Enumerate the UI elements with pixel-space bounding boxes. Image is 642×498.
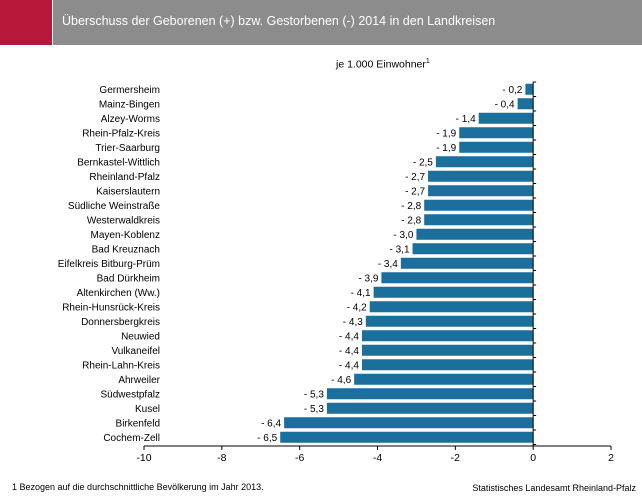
category-label: Vulkaneifel <box>111 346 160 357</box>
category-label: Trier-Saarburg <box>95 143 160 154</box>
category-label: Germersheim <box>99 85 160 96</box>
category-label: Birkenfeld <box>116 418 160 429</box>
category-label: Bad Dürkheim <box>97 273 160 284</box>
category-label: Mayen-Koblenz <box>91 230 160 241</box>
value-label: - 2,7 <box>405 172 425 183</box>
x-tick-label: -2 <box>451 452 460 464</box>
category-label: Bernkastel-Wittlich <box>77 157 160 168</box>
bar <box>361 330 534 342</box>
x-tick-label: -6 <box>295 452 304 464</box>
value-label: - 2,5 <box>413 157 433 168</box>
bar <box>435 156 534 168</box>
value-label: - 6,5 <box>257 433 277 444</box>
x-tick-label: 0 <box>530 452 536 464</box>
value-label: - 5,3 <box>304 389 324 400</box>
bar <box>354 373 534 385</box>
value-label: - 4,6 <box>331 375 351 386</box>
bar <box>280 431 534 443</box>
value-label: - 3,9 <box>358 273 378 284</box>
bar <box>326 388 534 400</box>
category-label: Rhein-Lahn-Kreis <box>82 360 160 371</box>
value-label: - 2,8 <box>401 201 421 212</box>
value-label: - 1,9 <box>436 128 456 139</box>
category-label: Altenkirchen (Ww.) <box>77 288 160 299</box>
bar <box>381 272 534 284</box>
category-label: Westerwaldkreis <box>87 215 160 226</box>
footnote: 1 Bezogen auf die durchschnittliche Bevö… <box>12 482 264 492</box>
bar <box>459 141 534 153</box>
bar <box>361 344 534 356</box>
bar <box>361 359 534 371</box>
value-label: - 0,4 <box>495 99 515 110</box>
bar <box>365 315 534 327</box>
bar <box>400 257 534 269</box>
bar <box>428 185 534 197</box>
category-label: Donnersbergkreis <box>81 317 160 328</box>
category-label: Rheinland-Pfalz <box>89 172 160 183</box>
x-tick-label: -10 <box>136 452 151 464</box>
category-label: Südliche Weinstraße <box>68 201 161 212</box>
value-label: - 4,4 <box>339 360 359 371</box>
bar <box>373 286 534 298</box>
value-label: - 3,1 <box>390 244 410 255</box>
bar <box>424 199 534 211</box>
category-label: Neuwied <box>121 331 160 342</box>
bar <box>428 170 534 182</box>
value-label: - 4,3 <box>343 317 363 328</box>
category-label: Südwestpfalz <box>101 389 160 400</box>
value-label: - 6,4 <box>261 418 281 429</box>
value-label: - 4,2 <box>347 302 367 313</box>
subtitle-text: je 1.000 Einwohner <box>336 58 426 71</box>
bar <box>424 214 534 226</box>
category-label: Kusel <box>135 404 160 415</box>
value-label: - 3,4 <box>378 259 398 270</box>
value-label: - 4,1 <box>351 288 371 299</box>
bar <box>517 98 534 110</box>
x-tick-label: -8 <box>217 452 226 464</box>
bar <box>284 417 534 429</box>
x-tick-label: -4 <box>373 452 382 464</box>
bar <box>369 301 534 313</box>
category-label: Bad Kreuznach <box>92 244 160 255</box>
category-label: Alzey-Worms <box>101 114 160 125</box>
source-credit: Statistisches Landesamt Rheinland-Pfalz <box>472 483 636 493</box>
value-label: - 1,4 <box>456 114 476 125</box>
header-accent-block <box>0 0 52 45</box>
value-label: - 2,7 <box>405 186 425 197</box>
category-label: Mainz-Bingen <box>99 99 160 110</box>
bar <box>416 228 534 240</box>
category-label: Kaiserslautern <box>96 186 160 197</box>
category-label: Ahrweiler <box>118 375 160 386</box>
value-label: - 3,0 <box>393 230 413 241</box>
value-label: - 4,4 <box>339 346 359 357</box>
value-label: - 5,3 <box>304 404 324 415</box>
bar <box>525 83 534 95</box>
bar <box>459 127 534 139</box>
subtitle-footnote-marker: 1 <box>425 58 430 65</box>
category-label: Rhein-Pfalz-Kreis <box>82 128 160 139</box>
chart-subtitle: je 1.000 Einwohner1 <box>336 58 430 71</box>
category-label: Cochem-Zell <box>103 433 160 444</box>
bar <box>412 243 534 255</box>
value-label: - 4,4 <box>339 331 359 342</box>
bar <box>326 402 534 414</box>
category-label: Eifelkreis Bitburg-Prüm <box>58 259 160 270</box>
value-label: - 0,2 <box>502 85 522 96</box>
category-label: Rhein-Hunsrück-Kreis <box>62 302 160 313</box>
x-tick-label: 2 <box>608 452 614 464</box>
bar <box>478 112 534 124</box>
value-label: - 1,9 <box>436 143 456 154</box>
value-label: - 2,8 <box>401 215 421 226</box>
header-bar <box>53 0 642 45</box>
chart-title: Überschuss der Geborenen (+) bzw. Gestor… <box>62 14 496 28</box>
